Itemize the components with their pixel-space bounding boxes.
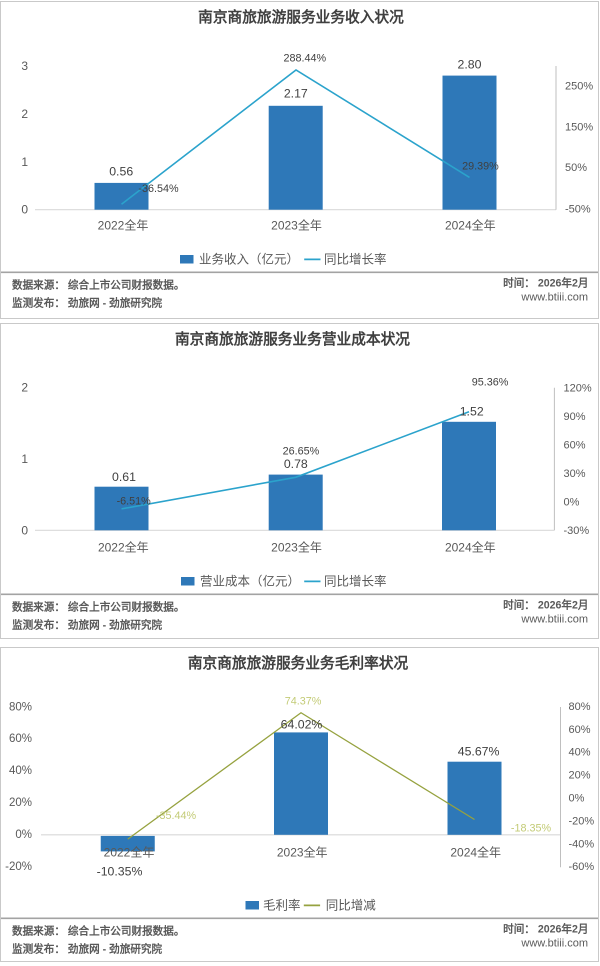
svg-text:2022全年: 2022全年: [98, 217, 149, 232]
svg-text:www.btiii.com: www.btiii.com: [520, 937, 588, 949]
svg-text:2023全年: 2023全年: [271, 217, 322, 232]
svg-text:60%: 60%: [569, 723, 591, 735]
svg-text:95.36%: 95.36%: [472, 376, 509, 388]
svg-text:1: 1: [21, 451, 28, 465]
svg-text:80%: 80%: [9, 701, 32, 713]
svg-text:数据来源： 综合上市公司财报数据。: 数据来源： 综合上市公司财报数据。: [12, 600, 184, 613]
svg-text:毛利率: 毛利率: [263, 897, 301, 912]
svg-text:-6.51%: -6.51%: [117, 495, 152, 507]
svg-text:45.67%: 45.67%: [458, 744, 500, 758]
svg-text:26.65%: 26.65%: [283, 445, 320, 457]
svg-text:3: 3: [21, 59, 28, 73]
svg-text:2024全年: 2024全年: [450, 844, 501, 859]
svg-text:250%: 250%: [565, 81, 593, 93]
svg-text:2: 2: [21, 107, 28, 121]
svg-text:40%: 40%: [569, 746, 591, 758]
svg-text:0.56: 0.56: [109, 164, 133, 178]
svg-text:时间： 2026年2月: 时间： 2026年2月: [503, 277, 588, 290]
svg-text:-35.44%: -35.44%: [156, 810, 197, 822]
svg-text:-60%: -60%: [569, 861, 595, 873]
svg-text:2022全年: 2022全年: [98, 539, 149, 554]
svg-text:监测发布： 劲旅网 - 劲旅研究院: 监测发布： 劲旅网 - 劲旅研究院: [12, 618, 162, 631]
svg-text:南京商旅旅游服务业务营业成本状况: 南京商旅旅游服务业务营业成本状况: [175, 330, 410, 348]
svg-text:74.37%: 74.37%: [285, 695, 322, 707]
svg-text:数据来源： 综合上市公司财报数据。: 数据来源： 综合上市公司财报数据。: [12, 924, 184, 937]
svg-text:2024全年: 2024全年: [445, 539, 496, 554]
svg-text:20%: 20%: [569, 769, 591, 781]
svg-text:同比增减: 同比增减: [326, 897, 377, 912]
svg-text:2.80: 2.80: [458, 58, 482, 72]
svg-text:www.btiii.com: www.btiii.com: [520, 613, 588, 625]
svg-text:90%: 90%: [564, 411, 586, 423]
svg-text:同比增长率: 同比增长率: [324, 252, 387, 267]
svg-text:0%: 0%: [564, 496, 580, 508]
svg-text:-40%: -40%: [569, 838, 595, 850]
svg-text:2023全年: 2023全年: [277, 844, 328, 859]
svg-text:0: 0: [21, 523, 28, 537]
svg-text:64.02%: 64.02%: [281, 717, 323, 731]
svg-text:80%: 80%: [569, 701, 591, 713]
svg-text:0: 0: [21, 203, 28, 217]
svg-text:20%: 20%: [9, 797, 32, 809]
svg-text:2023全年: 2023全年: [271, 539, 322, 554]
svg-text:120%: 120%: [564, 382, 592, 394]
svg-text:0.61: 0.61: [112, 470, 136, 484]
svg-text:-20%: -20%: [5, 861, 32, 873]
svg-text:50%: 50%: [565, 162, 587, 174]
svg-text:监测发布： 劲旅网 - 劲旅研究院: 监测发布： 劲旅网 - 劲旅研究院: [12, 297, 162, 310]
svg-text:0.78: 0.78: [284, 457, 308, 471]
svg-text:-36.54%: -36.54%: [138, 183, 179, 195]
svg-text:时间： 2026年2月: 时间： 2026年2月: [503, 922, 588, 935]
svg-text:-50%: -50%: [565, 204, 591, 216]
svg-text:1.52: 1.52: [460, 404, 484, 418]
svg-text:同比增长率: 同比增长率: [324, 573, 387, 588]
svg-text:40%: 40%: [9, 765, 32, 777]
svg-text:-20%: -20%: [569, 815, 595, 827]
svg-text:29.39%: 29.39%: [462, 160, 499, 172]
svg-text:2024全年: 2024全年: [445, 217, 496, 232]
svg-text:60%: 60%: [9, 733, 32, 745]
svg-text:1: 1: [21, 155, 28, 169]
svg-text:南京商旅旅游服务业务收入状况: 南京商旅旅游服务业务收入状况: [198, 8, 404, 26]
svg-text:2.17: 2.17: [284, 87, 308, 101]
svg-text:0%: 0%: [569, 792, 585, 804]
svg-text:2: 2: [21, 380, 28, 394]
svg-text:数据来源： 综合上市公司财报数据。: 数据来源： 综合上市公司财报数据。: [12, 279, 184, 292]
svg-text:288.44%: 288.44%: [283, 52, 326, 64]
svg-text:-30%: -30%: [564, 525, 590, 537]
svg-text:-10.35%: -10.35%: [97, 864, 143, 878]
svg-text:营业成本（亿元）: 营业成本（亿元）: [200, 573, 300, 588]
svg-text:150%: 150%: [565, 122, 593, 134]
svg-text:业务收入（亿元）: 业务收入（亿元）: [199, 252, 299, 267]
svg-text:www.btiii.com: www.btiii.com: [520, 292, 588, 304]
svg-text:2022全年: 2022全年: [104, 844, 155, 859]
svg-text:0%: 0%: [15, 828, 32, 840]
svg-text:60%: 60%: [564, 439, 586, 451]
svg-text:监测发布： 劲旅网 - 劲旅研究院: 监测发布： 劲旅网 - 劲旅研究院: [12, 942, 162, 955]
svg-text:-18.35%: -18.35%: [511, 822, 552, 834]
svg-text:南京商旅旅游服务业务毛利率状况: 南京商旅旅游服务业务毛利率状况: [188, 654, 409, 672]
svg-text:时间： 2026年2月: 时间： 2026年2月: [503, 598, 588, 611]
svg-text:30%: 30%: [564, 468, 586, 480]
